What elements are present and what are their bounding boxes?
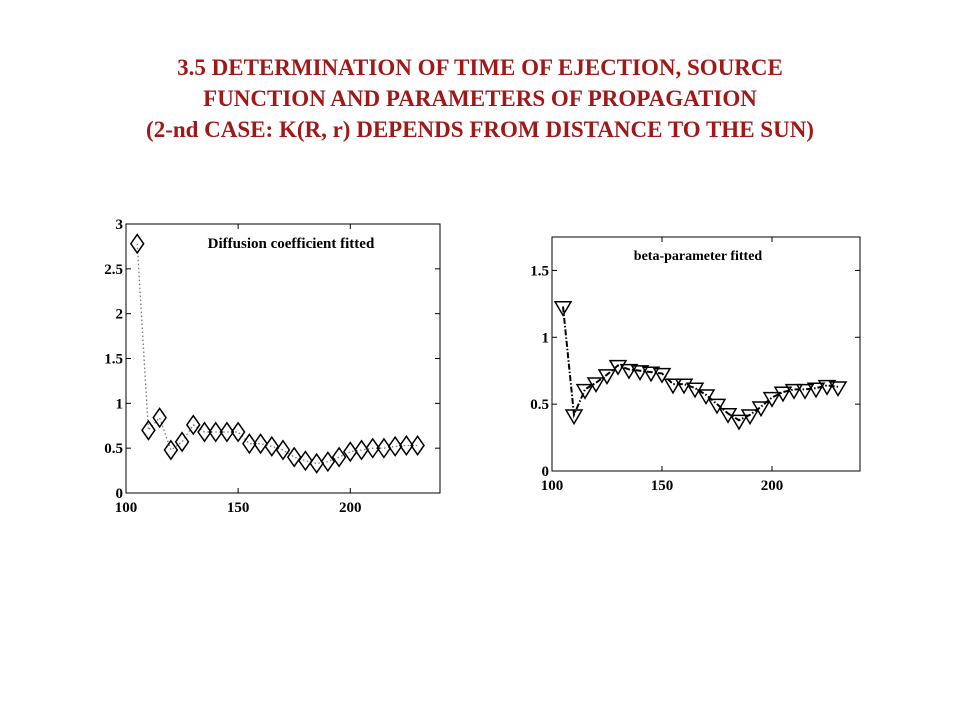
- data-point: [264, 435, 280, 457]
- x-tick-label: 100: [541, 478, 564, 494]
- data-point: [410, 434, 425, 456]
- series-line: [136, 243, 418, 465]
- data-point: [242, 433, 257, 455]
- data-point: [185, 414, 201, 436]
- x-tick-label: 150: [227, 500, 250, 516]
- data-point: [619, 363, 639, 380]
- data-point: [399, 434, 414, 456]
- plot-frame: [551, 236, 861, 472]
- data-point: [163, 439, 179, 461]
- y-tick-label: 1.5: [530, 263, 549, 279]
- data-point: [342, 441, 358, 463]
- y-tick-label: 0: [542, 464, 550, 480]
- data-point: [553, 300, 573, 317]
- data-point: [597, 369, 617, 386]
- x-tick-label: 150: [651, 478, 674, 494]
- beta-parameter-chart: 0 0.5 1 1.5 100 150 200 beta-parameter fitted: [530, 236, 861, 494]
- x-tick-label: 200: [339, 500, 362, 516]
- data-point: [806, 382, 826, 399]
- data-point: [663, 378, 683, 395]
- data-point: [354, 439, 369, 461]
- data-point: [817, 379, 837, 396]
- data-point: [174, 431, 190, 453]
- y-tick-label: 0.5: [104, 441, 123, 457]
- data-point: [740, 409, 760, 426]
- data-point: [219, 421, 235, 443]
- data-point: [773, 386, 793, 403]
- data-point: [230, 421, 246, 443]
- data-point: [320, 451, 336, 473]
- data-point: [575, 383, 595, 400]
- x-tick-label: 200: [761, 478, 784, 494]
- data-point: [298, 450, 313, 472]
- series-line: [562, 306, 839, 422]
- y-tick-label: 1: [542, 330, 550, 346]
- data-point: [376, 437, 392, 459]
- data-point: [197, 421, 212, 443]
- data-point: [630, 365, 650, 381]
- slide-title-line-1: 3.5 DETERMINATION OF TIME OF EJECTION, S…: [177, 55, 783, 80]
- data-point: [652, 367, 672, 384]
- data-point: [564, 409, 584, 426]
- chart-title: Diffusion coefficient fitted: [208, 236, 375, 252]
- chart-title: beta-parameter fitted: [634, 249, 763, 264]
- data-point: [141, 419, 156, 441]
- y-tick-label: 3: [116, 217, 124, 233]
- data-point: [586, 377, 606, 394]
- y-tick-label: 2: [116, 307, 124, 323]
- data-point: [331, 446, 347, 468]
- data-point: [309, 452, 324, 474]
- data-point: [762, 391, 782, 408]
- data-point: [751, 401, 771, 418]
- y-tick-label: 2.5: [104, 262, 123, 278]
- x-tick-label: 100: [115, 500, 138, 516]
- data-point: [784, 383, 804, 400]
- slide-title-line-2: FUNCTION AND PARAMETERS OF PROPAGATION: [203, 86, 757, 111]
- data-point: [729, 414, 749, 431]
- data-point: [365, 437, 381, 459]
- data-point: [387, 435, 403, 457]
- data-point: [286, 446, 302, 468]
- slide-title-line-3: (2-nd CASE: K(R, r) DEPENDS FROM DISTANC…: [146, 117, 814, 142]
- data-point: [795, 383, 815, 400]
- data-point: [208, 421, 224, 443]
- y-tick-label: 1.5: [104, 352, 123, 368]
- data-point: [275, 439, 291, 461]
- y-tick-label: 0: [116, 486, 124, 502]
- data-point: [152, 407, 167, 429]
- data-point: [608, 359, 628, 376]
- data-point: [696, 389, 716, 406]
- data-point: [253, 433, 268, 455]
- data-point: [828, 381, 848, 398]
- y-tick-label: 1: [116, 396, 124, 412]
- data-point: [641, 366, 661, 383]
- data-point: [707, 398, 727, 415]
- diffusion-coefficient-chart: 0 0.5 1 1.5 2 2.5 3 100 150 200 Diffusion coeffici…: [104, 217, 441, 516]
- slide-title: 3.5 DETERMINATION OF TIME OF EJECTION, S…: [0, 52, 960, 145]
- y-tick-label: 0.5: [530, 397, 549, 413]
- data-point: [129, 233, 145, 255]
